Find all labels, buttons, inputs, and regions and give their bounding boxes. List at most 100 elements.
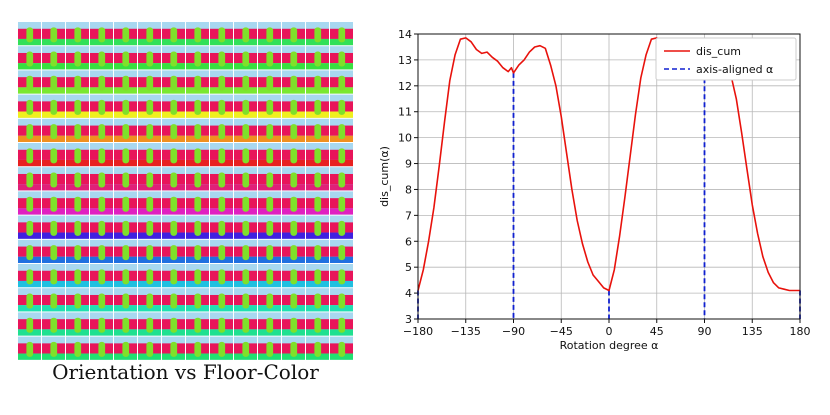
grid-tile [138,94,161,118]
tile-object [26,27,34,43]
tile-object [26,51,34,67]
grid-tile [282,143,305,167]
tile-object [338,269,346,285]
grid-tile [162,336,185,360]
tile-object [50,341,58,357]
grid-tile [42,312,65,336]
tile-object [26,99,34,115]
tile-object [122,75,130,91]
grid-tile [186,288,209,312]
grid-tile [306,46,329,70]
tile-object [50,148,58,164]
grid-tile [210,288,233,312]
grid-tile [90,94,113,118]
tile-object [122,293,130,309]
grid-tile [138,118,161,142]
grid-tile [66,288,89,312]
tile-object [218,27,226,43]
tile-object [290,99,298,115]
grid-tile [114,336,137,360]
tile-object [338,27,346,43]
x-tick-label: −135 [451,325,481,338]
grid-tile [258,22,281,46]
tile-object [242,51,250,67]
tile-object [290,124,298,140]
grid-tile [90,239,113,263]
tile-object [266,172,274,188]
tile-object [314,99,322,115]
grid-tile [90,118,113,142]
tile-object [98,196,106,212]
grid-tile [330,70,353,94]
tile-object [74,172,82,188]
grid-tile [306,312,329,336]
grid-tile [210,167,233,191]
grid-tile [306,118,329,142]
grid-tile [66,191,89,215]
tile-object [26,245,34,261]
tile-object [146,196,154,212]
grid-tile [186,46,209,70]
grid-tile [330,312,353,336]
tile-object [242,245,250,261]
grid-tile [138,264,161,288]
grid-tile [282,167,305,191]
grid-tile [42,215,65,239]
tile-object [338,317,346,333]
grid-tile [210,70,233,94]
chart-panel: −180 −135 −90 −45 0 45 90 135 180 3 4 5 6 7 8 9 10 11 12 1… [370,0,830,415]
grid-tile [162,288,185,312]
tile-object [170,124,178,140]
tile-object [194,317,202,333]
legend: dis_cum axis-aligned α [655,37,797,81]
legend-label-axis-aligned: axis-aligned α [696,63,773,76]
tile-object [266,341,274,357]
grid-tile [42,191,65,215]
grid-tile [66,167,89,191]
grid-tile [306,336,329,360]
tile-object [74,75,82,91]
tile-object [26,148,34,164]
tile-object [314,75,322,91]
grid-tile [258,46,281,70]
tile-object [74,196,82,212]
tile-object [266,124,274,140]
tile-object [74,27,82,43]
tile-object [170,317,178,333]
grid-tile [18,288,41,312]
tile-object [218,148,226,164]
grid-tile [210,239,233,263]
grid-tile [138,46,161,70]
grid-tile [234,215,257,239]
tile-object [194,124,202,140]
tile-object [170,245,178,261]
tile-object [146,341,154,357]
x-tick-label: 45 [650,325,664,338]
grid-tile [282,215,305,239]
grid-tile [66,264,89,288]
tile-object [50,172,58,188]
tile-object [26,269,34,285]
tile-object [242,269,250,285]
grid-tile [18,70,41,94]
tile-object [170,293,178,309]
tile-object [218,341,226,357]
grid-tile [114,118,137,142]
tile-object [170,51,178,67]
grid-tile [114,94,137,118]
legend-label-dis-cum: dis_cum [696,45,741,58]
tile-object [242,75,250,91]
tile-object [194,148,202,164]
tile-object [266,269,274,285]
tile-object [338,99,346,115]
tile-object [218,172,226,188]
tile-object [50,196,58,212]
tile-object [242,196,250,212]
tile-object [290,51,298,67]
grid-tile [210,22,233,46]
grid-tile [18,143,41,167]
grid-tile [138,288,161,312]
tile-object [218,245,226,261]
tile-object [74,269,82,285]
tile-object [170,27,178,43]
